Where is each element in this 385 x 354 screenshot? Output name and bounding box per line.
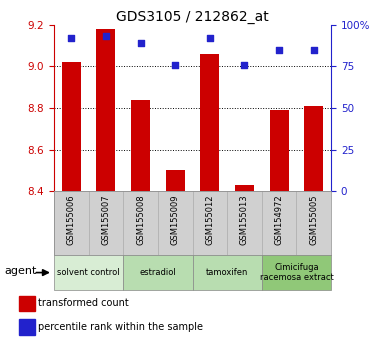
Bar [304,106,323,191]
Bar [262,191,296,255]
Bar [54,191,89,255]
Text: Cimicifuga
racemosa extract: Cimicifuga racemosa extract [259,263,333,282]
Bar [62,62,81,191]
Bar [262,255,331,290]
Text: agent: agent [4,266,37,276]
Point [172,62,178,68]
Text: tamoxifen: tamoxifen [206,268,248,277]
Point [137,40,144,46]
Bar [166,170,185,191]
Bar [54,255,123,290]
Bar [123,191,158,255]
Point [311,47,317,52]
Text: GSM155005: GSM155005 [309,194,318,245]
Bar [235,185,254,191]
Point [68,35,74,41]
Text: GSM155007: GSM155007 [101,194,110,245]
Text: estradiol: estradiol [139,268,176,277]
Bar [89,191,123,255]
Text: transformed count: transformed count [38,298,129,308]
Bar [123,255,192,290]
Point [207,35,213,41]
Text: solvent control: solvent control [57,268,120,277]
Bar [19,319,35,335]
Bar [96,29,116,191]
Text: GSM155009: GSM155009 [171,194,180,245]
Point [103,34,109,39]
Bar [19,296,35,311]
Bar [270,110,289,191]
Point [241,62,248,68]
Bar [227,191,262,255]
Text: GSM155008: GSM155008 [136,194,145,245]
Text: GSM155012: GSM155012 [205,194,214,245]
Point [276,47,282,52]
Title: GDS3105 / 212862_at: GDS3105 / 212862_at [116,10,269,24]
Bar [158,191,192,255]
Bar [296,191,331,255]
Text: GSM155013: GSM155013 [240,194,249,245]
Bar [192,191,227,255]
Bar [131,100,150,191]
Text: GSM154972: GSM154972 [275,194,284,245]
Bar [200,54,219,191]
Bar [192,255,262,290]
Text: percentile rank within the sample: percentile rank within the sample [38,322,203,332]
Text: GSM155006: GSM155006 [67,194,76,245]
